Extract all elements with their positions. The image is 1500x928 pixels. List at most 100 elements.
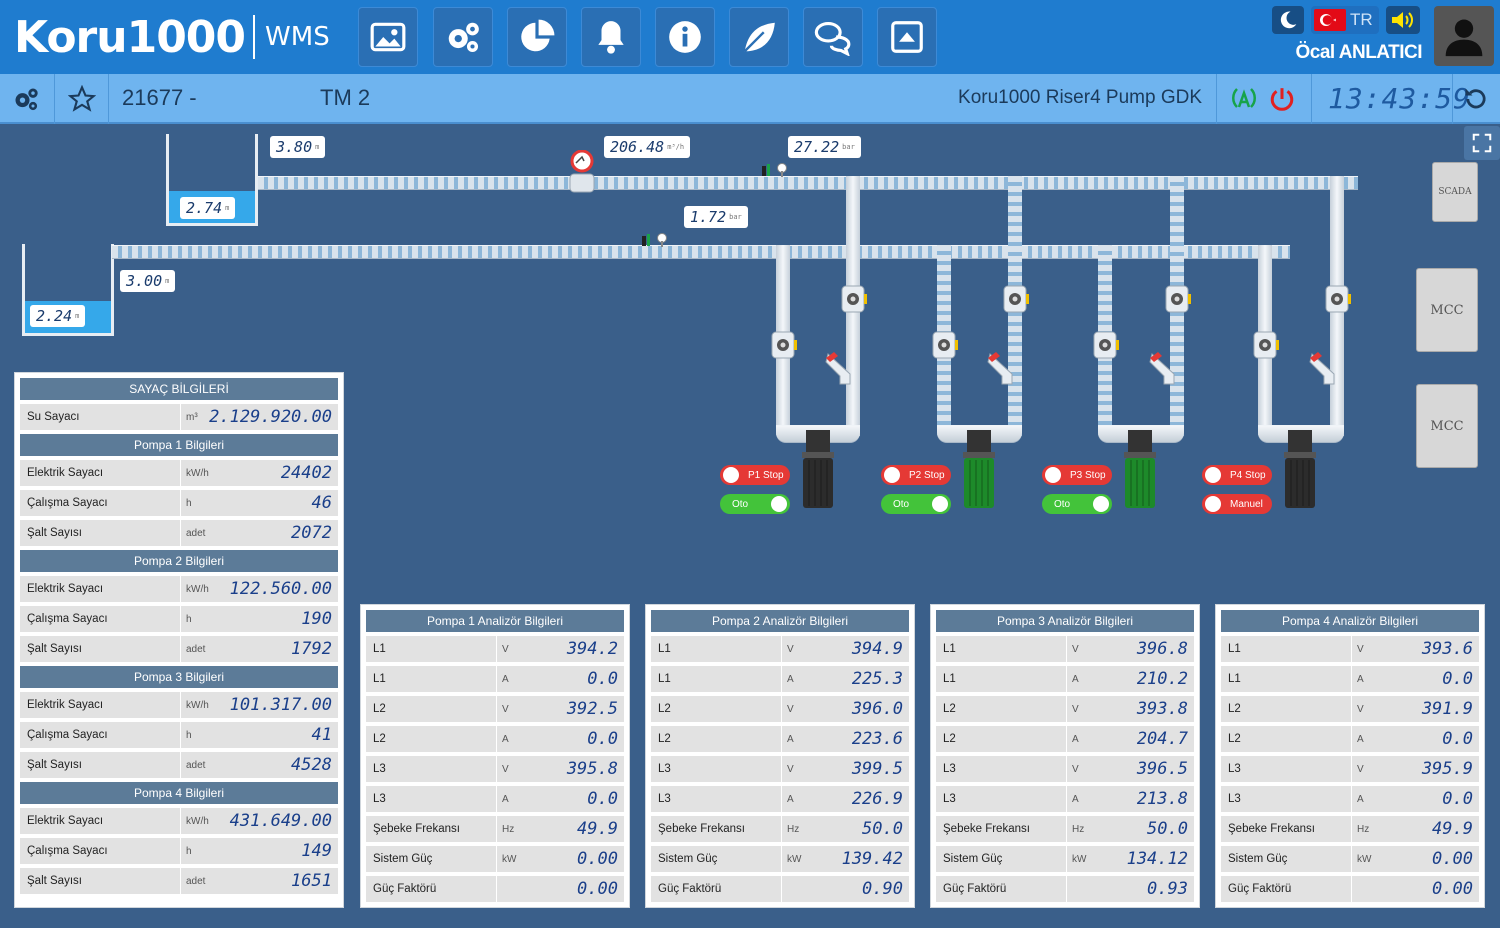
toggle-knob [1093,496,1109,512]
pump-meter-title: Pompa 1 Bilgileri [20,434,338,456]
nav-image-button[interactable] [358,7,418,67]
row-unit: adet [186,643,206,655]
row-value: 1792 [291,639,332,659]
user-name[interactable]: Öcal ANLATICI [1295,42,1422,63]
pump-motor[interactable] [961,430,997,515]
row-value: 134.12 [1126,849,1188,869]
analyzer-row: L1 V 394.2 [366,636,624,662]
lower-pressure-readout: 1.72 bar [684,206,748,228]
flowmeter[interactable] [568,149,598,201]
mcc-button-1[interactable]: MCC [1416,268,1478,352]
favorite-button[interactable] [66,83,98,115]
dark-mode-toggle[interactable] [1272,6,1304,34]
divider [1351,636,1352,662]
discharge-valve[interactable] [1000,284,1030,319]
lower-tank-water-level: 2.24 [36,307,73,325]
power-button[interactable] [1266,83,1298,115]
pressure-sensor-lower[interactable] [640,232,670,253]
pump-mode-label: Oto [1054,498,1071,510]
refresh-button[interactable] [1460,83,1492,115]
analyzer-row: L1 V 396.8 [936,636,1194,662]
motor-icon [963,430,995,508]
divider [1311,74,1312,124]
suction-valve[interactable] [1250,330,1280,365]
toggle-knob [884,467,900,483]
row-value: 395.9 [1421,759,1473,779]
row-value: 204.7 [1136,729,1188,749]
analyzer-row: Güç Faktörü 0.00 [1221,876,1479,902]
valve-icon [771,331,797,359]
row-label: L3 [373,793,386,805]
row-unit: V [1357,763,1364,775]
pump-stop-toggle[interactable]: P4 Stop [1202,465,1272,485]
discharge-valve[interactable] [838,284,868,319]
discharge-valve[interactable] [1322,284,1352,319]
analyzer-row: Güç Faktörü 0.93 [936,876,1194,902]
row-value: 0.90 [862,879,903,899]
logo[interactable]: Koru1000 WMS [14,8,330,66]
meter-row: Şalt Sayısı adet 4528 [20,752,338,778]
pump-mode-toggle[interactable]: Oto [881,494,951,514]
language-selector[interactable]: TR [1311,6,1379,34]
row-value: 396.5 [1136,759,1188,779]
mcc-button-2[interactable]: MCC [1416,384,1478,468]
divider [1066,876,1067,902]
divider [1351,876,1352,902]
divider [496,846,497,872]
meter-row: Elektrik Sayacı kW/h 122.560.00 [20,576,338,602]
row-unit: V [1072,643,1079,655]
row-label: L2 [1228,703,1241,715]
nav-alarm-button[interactable] [581,7,641,67]
pump-stop-toggle[interactable]: P2 Stop [881,465,951,485]
divider [781,816,782,842]
pump-motor[interactable] [800,430,836,515]
discharge-valve[interactable] [1162,284,1192,319]
meters-panel-title: SAYAÇ BİLGİLERİ [20,378,338,400]
pump-stop-label: P2 Stop [909,469,945,481]
row-value: 4528 [291,755,332,775]
sound-toggle[interactable] [1386,6,1420,34]
pump-mode-toggle[interactable]: Manuel [1202,494,1272,514]
station-settings-button[interactable] [10,83,42,115]
nav-chat-button[interactable] [803,7,863,67]
pump-meter-title: Pompa 3 Bilgileri [20,666,338,688]
nav-info-button[interactable] [655,7,715,67]
analyzer-row: Güç Faktörü 0.90 [651,876,909,902]
row-value: 0.0 [587,729,618,749]
analyzer-row: Şebeke Frekansı Hz 49.9 [366,816,624,842]
nav-settings-button[interactable] [433,7,493,67]
nav-energy-button[interactable] [729,7,789,67]
pump-mode-toggle[interactable]: Oto [1042,494,1112,514]
nav-report-button[interactable] [507,7,567,67]
pump-mode-toggle[interactable]: Oto [720,494,790,514]
upload-icon [891,21,923,53]
pressure-sensor-upper[interactable] [760,162,790,183]
pump-motor[interactable] [1282,430,1318,515]
analyzer-row: L1 A 210.2 [936,666,1194,692]
analyzer-row: L1 A 0.0 [1221,666,1479,692]
suction-valve[interactable] [929,330,959,365]
row-label: Sistem Güç [373,853,433,865]
row-label: Elektrik Sayacı [27,699,104,711]
user-avatar[interactable] [1434,6,1494,66]
suction-valve[interactable] [768,330,798,365]
fullscreen-button[interactable] [1464,126,1500,160]
row-label: Güç Faktörü [373,883,437,895]
row-label: Elektrik Sayacı [27,815,104,827]
nav-upload-button[interactable] [877,7,937,67]
analyzer-row: Sistem Güç kW 0.00 [1221,846,1479,872]
pump-stop-toggle[interactable]: P1 Stop [720,465,790,485]
row-value: 1651 [291,871,332,891]
pump-motor[interactable] [1122,430,1158,515]
meters-panel: SAYAÇ BİLGİLERİ Su Sayacı m³ 2.129.920.0… [14,372,344,908]
row-label: Şalt Sayısı [27,527,82,539]
pump-stop-toggle[interactable]: P3 Stop [1042,465,1112,485]
scada-button[interactable]: SCADA [1432,162,1478,222]
star-icon [68,85,96,112]
analyzer-row: L2 V 393.8 [936,696,1194,722]
check-valve-icon [825,352,851,385]
suction-valve[interactable] [1090,330,1120,365]
row-value: 139.42 [841,849,903,869]
row-unit: A [502,733,509,745]
row-value: 0.00 [577,879,618,899]
